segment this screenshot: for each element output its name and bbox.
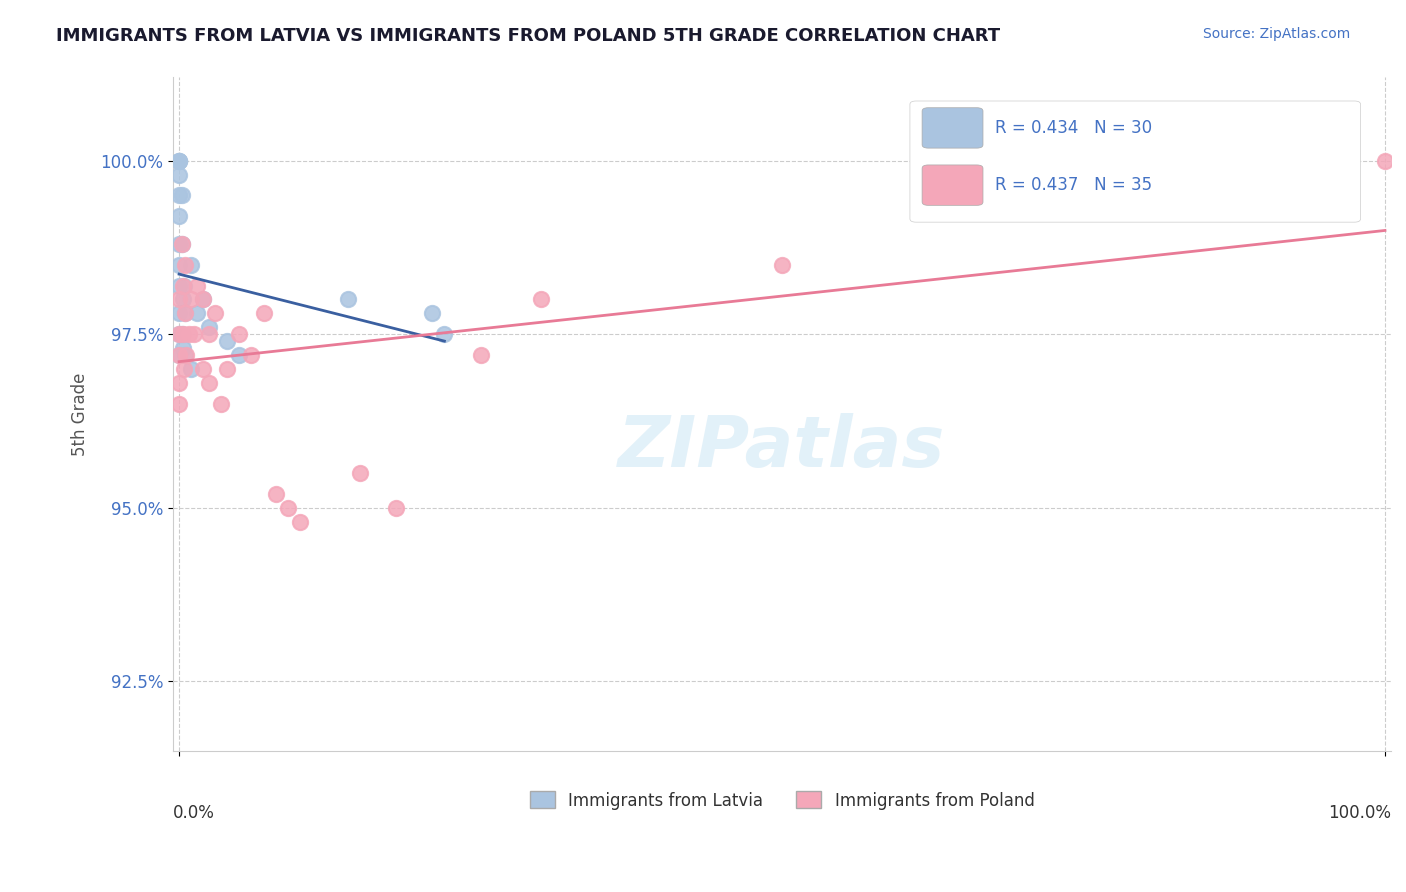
Point [167,327,190,342]
Point [217,362,239,376]
Point [167,188,190,202]
Point [193,362,215,376]
Text: R = 0.437   N = 35: R = 0.437 N = 35 [995,176,1153,194]
Point [186,306,208,320]
Point [167,376,190,390]
Point [349,466,371,480]
Point [180,362,202,376]
Point [183,327,205,342]
Point [174,258,197,272]
Point [167,348,190,362]
Point [252,306,274,320]
FancyBboxPatch shape [922,108,983,148]
Point [177,327,200,342]
Point [172,341,194,355]
Point [167,293,190,307]
Point [186,278,208,293]
Point [172,293,194,307]
Point [167,153,190,168]
Point [173,362,195,376]
Point [228,327,250,342]
Point [174,306,197,320]
FancyBboxPatch shape [922,165,983,205]
Point [167,153,190,168]
Point [167,209,190,223]
Point [167,153,190,168]
Point [172,278,194,293]
Point [433,327,456,342]
Point [176,348,198,362]
Y-axis label: 5th Grade: 5th Grade [72,372,89,456]
Point [198,376,221,390]
Point [198,320,221,334]
Point [174,348,197,362]
Point [167,396,190,410]
Point [217,334,239,348]
Point [167,168,190,182]
Legend: Immigrants from Latvia, Immigrants from Poland: Immigrants from Latvia, Immigrants from … [523,785,1040,816]
Point [167,237,190,252]
Point [174,306,197,320]
Point [167,306,190,320]
Point [180,293,202,307]
Text: IMMIGRANTS FROM LATVIA VS IMMIGRANTS FROM POLAND 5TH GRADE CORRELATION CHART: IMMIGRANTS FROM LATVIA VS IMMIGRANTS FRO… [56,27,1000,45]
Point [209,396,232,410]
Point [173,278,195,293]
FancyBboxPatch shape [910,101,1361,222]
Point [530,293,553,307]
Point [336,293,359,307]
Point [170,188,193,202]
Point [167,348,190,362]
Point [288,515,311,529]
Point [277,500,299,515]
Point [193,293,215,307]
Point [198,327,221,342]
Text: R = 0.434   N = 30: R = 0.434 N = 30 [995,119,1153,136]
Point [385,500,408,515]
Point [180,258,202,272]
Text: 0.0%: 0.0% [173,805,215,822]
Point [770,258,793,272]
Point [167,327,190,342]
Point [170,237,193,252]
Point [170,237,193,252]
Point [420,306,443,320]
Point [264,487,287,501]
Point [470,348,492,362]
Point [204,306,226,320]
Point [228,348,250,362]
Point [167,278,190,293]
Point [1374,153,1396,168]
Text: Source: ZipAtlas.com: Source: ZipAtlas.com [1202,27,1350,41]
Point [240,348,263,362]
Point [172,327,194,342]
Text: 100.0%: 100.0% [1329,805,1391,822]
Text: ZIPatlas: ZIPatlas [619,413,946,483]
Point [170,327,193,342]
Point [167,258,190,272]
Point [193,293,215,307]
